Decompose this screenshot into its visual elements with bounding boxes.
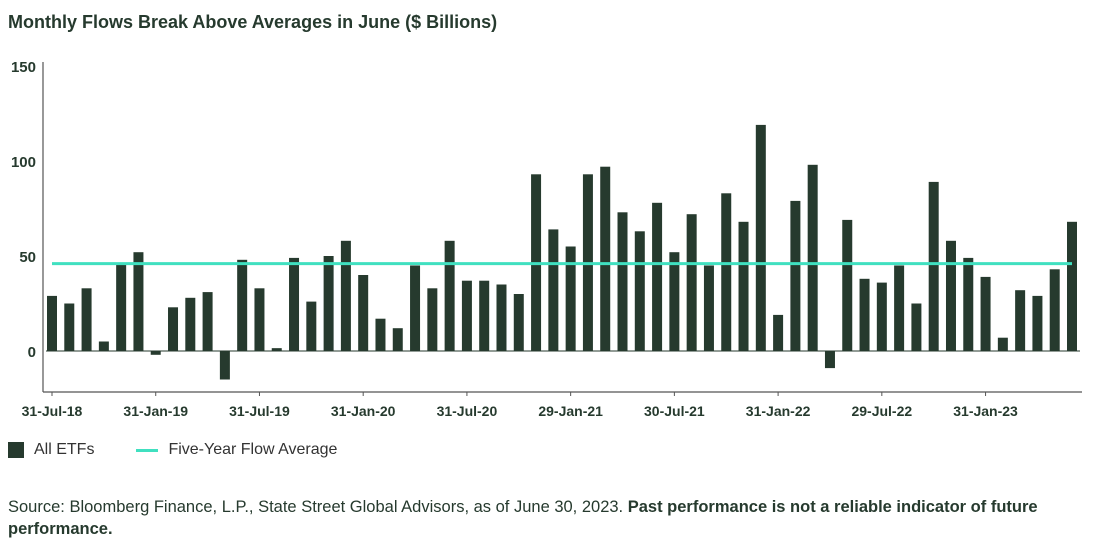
- x-tick-label: 31-Jan-19: [123, 403, 188, 419]
- bar: [842, 219, 853, 351]
- bar: [1067, 221, 1077, 351]
- bar: [237, 259, 248, 351]
- y-tick-label: 50: [19, 249, 36, 266]
- bar: [1049, 269, 1060, 351]
- disclaimer: Past performance is not a reliable indic…: [8, 498, 1038, 538]
- source-text: Source: Bloomberg Finance, L.P., State S…: [8, 498, 628, 516]
- bar: [479, 280, 490, 351]
- bar: [47, 295, 57, 351]
- bar: [219, 351, 230, 380]
- bar: [703, 265, 714, 351]
- bar: [634, 231, 645, 351]
- bar: [600, 166, 611, 351]
- bar: [652, 202, 663, 351]
- bar: [894, 265, 905, 351]
- bar: [444, 240, 455, 351]
- y-tick-label: 100: [11, 154, 36, 171]
- bar: [859, 278, 870, 351]
- bar: [755, 124, 766, 352]
- bar: [306, 301, 317, 351]
- legend-swatch-average: [136, 448, 159, 452]
- bar: [980, 276, 991, 351]
- bar: [738, 221, 749, 351]
- x-tick-label: 31-Jan-20: [331, 403, 396, 419]
- bar: [565, 246, 576, 351]
- x-tick-label: 31-Jan-23: [953, 403, 1018, 419]
- bar: [392, 328, 403, 351]
- bar: [150, 351, 161, 355]
- bar: [168, 307, 179, 351]
- bar: [997, 337, 1008, 351]
- bar: [323, 256, 334, 351]
- x-tick-label: 31-Jul-19: [229, 403, 290, 419]
- bar: [876, 282, 887, 351]
- bar: [721, 193, 732, 351]
- bar: [824, 351, 835, 369]
- chart-title: Monthly Flows Break Above Averages in Ju…: [8, 12, 498, 32]
- bar: [116, 263, 127, 351]
- bar: [513, 294, 524, 351]
- y-tick-label: 150: [11, 59, 36, 76]
- x-tick-label: 30-Jul-21: [644, 403, 705, 419]
- bar: [548, 229, 559, 351]
- bar: [807, 164, 818, 351]
- legend: All ETFs Five-Year Flow Average: [8, 441, 337, 459]
- bar: [790, 200, 801, 351]
- bar: [911, 303, 922, 351]
- x-tick-label: 29-Jul-22: [851, 403, 912, 419]
- bar: [98, 341, 109, 351]
- legend-label-average: Five-Year Flow Average: [168, 441, 338, 458]
- bar: [202, 292, 213, 351]
- bar: [185, 297, 196, 351]
- bar: [669, 252, 680, 351]
- bar: [254, 288, 265, 351]
- x-tick-label: 31-Jan-22: [746, 403, 811, 419]
- x-tick-label: 29-Jan-21: [538, 403, 603, 419]
- bar-chart: 0 50 100 150 31-Jul-18 31-Jan-19 31-Jul-19 31-J…: [11, 59, 1082, 419]
- bar: [358, 275, 369, 351]
- bar: [1032, 295, 1043, 351]
- bar: [64, 303, 75, 351]
- y-tick-label: 0: [28, 344, 36, 361]
- bar: [81, 288, 92, 351]
- x-tick-label: 31-Jul-20: [437, 403, 498, 419]
- bar: [375, 318, 386, 351]
- bar: [773, 314, 784, 351]
- bar: [427, 288, 438, 351]
- bar: [496, 284, 507, 351]
- bar: [289, 257, 300, 351]
- source-note: Source: Bloomberg Finance, L.P., State S…: [8, 496, 1088, 540]
- bar: [928, 181, 939, 351]
- bar: [340, 240, 351, 351]
- bar: [133, 252, 144, 351]
- bar: [963, 257, 974, 351]
- bar: [461, 280, 472, 351]
- bar: [945, 240, 956, 351]
- bar: [1015, 290, 1026, 351]
- bar: [271, 348, 282, 351]
- legend-label-all-etfs: All ETFs: [34, 441, 95, 458]
- bar: [617, 212, 628, 351]
- legend-swatch-all-etfs: [8, 442, 24, 458]
- bar: [410, 265, 421, 351]
- x-tick-label: 31-Jul-18: [22, 403, 83, 419]
- bar: [686, 214, 697, 351]
